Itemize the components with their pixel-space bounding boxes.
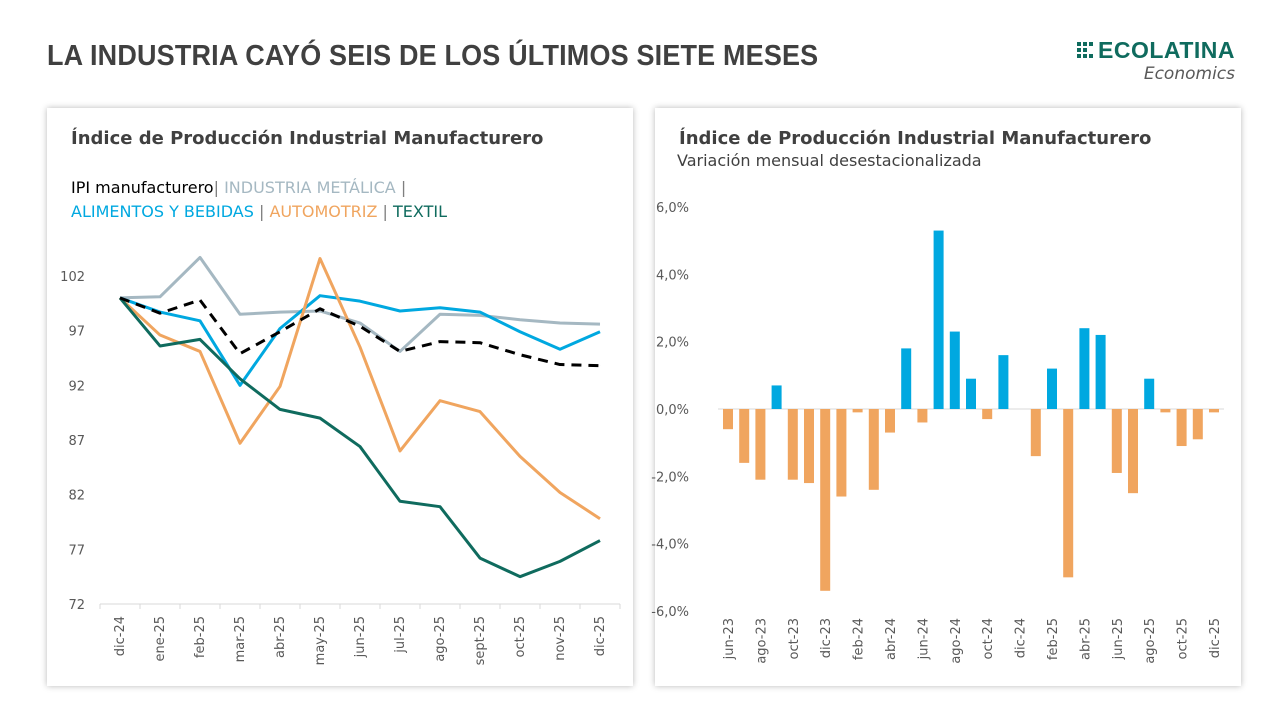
x-tick-label: feb-25 [193, 616, 208, 658]
x-tick-label: feb-24 [852, 618, 867, 660]
bar-ene-25 [1030, 409, 1041, 457]
bar-ago-25 [1144, 378, 1155, 409]
line-series-ipi-manufacturero [119, 296, 601, 368]
y-tick-label: 82 [68, 489, 85, 504]
x-tick-label: mar-25 [233, 616, 248, 662]
legend-separator: | [400, 178, 407, 197]
x-tick-label: jun-25 [353, 616, 368, 658]
y-tick-label: 102 [60, 270, 85, 285]
bar-oct-25 [1176, 409, 1187, 447]
x-tick-label: abr-24 [884, 618, 899, 660]
bar-dic-25 [1209, 409, 1219, 413]
x-tick-label: dic-24 [1014, 618, 1029, 658]
bar-feb-24 [852, 409, 863, 413]
legend-separator: | [258, 202, 265, 221]
y-tick-label: 87 [68, 434, 85, 449]
legend-item-metalica: INDUSTRIA METÁLICA [224, 178, 396, 197]
logo-grid-icon [1077, 42, 1094, 58]
bar-sep-24 [966, 378, 976, 409]
line-series-automotriz [118, 257, 601, 520]
bar-abr-25 [1079, 328, 1090, 409]
x-tick-label: sept-25 [473, 616, 488, 665]
x-tick-label: dic-23 [819, 618, 834, 658]
bar-jul-25 [1128, 409, 1138, 494]
bar-dic-23 [820, 409, 831, 591]
bar-sep-25 [1160, 409, 1171, 413]
y-tick-label: 72 [68, 598, 85, 613]
page-title: LA INDUSTRIA CAYÓ SEIS DE LOS ÚLTIMOS SI… [47, 40, 819, 72]
x-tick-label: oct-25 [1176, 618, 1191, 659]
x-tick-label: may-25 [313, 616, 328, 665]
bar-nov-24 [998, 355, 1009, 409]
bar-jun-24 [917, 409, 928, 423]
line-chart-legend: IPI manufacturero| INDUSTRIA METÁLICA | … [71, 176, 511, 224]
bar-may-25 [1095, 334, 1106, 409]
bar-chart-title: Índice de Producción Industrial Manufact… [679, 128, 1152, 149]
x-tick-label: abr-25 [1078, 618, 1093, 660]
bar-chart-plot: -6,0% -4,0% -2,0% 0,0% 2,0% 4,0% 6,0% jun-23 ago… [651, 201, 1224, 664]
y-tick-label: 77 [68, 543, 85, 558]
y-tick-label: 92 [68, 379, 85, 394]
bar-abr-24 [885, 409, 895, 433]
x-tick-label: ene-25 [153, 616, 168, 661]
ecolatina-logo: ECOLATINA Economics [1077, 38, 1235, 85]
x-tick-label: dic-25 [1208, 618, 1223, 658]
logo-subtitle: Economics [1143, 64, 1235, 84]
y-tick-label: 4,0% [656, 268, 689, 283]
bar-ene-24 [836, 409, 847, 497]
y-tick-label: -6,0% [651, 605, 689, 620]
bar-mar-24 [868, 409, 879, 490]
y-tick-label: -4,0% [651, 538, 689, 553]
x-tick-label: ago-23 [754, 618, 769, 664]
x-tick-label: ago-25 [433, 616, 448, 662]
line-chart-card: Índice de Producción Industrial Manufact… [47, 108, 633, 686]
bar-jul-23 [739, 409, 750, 463]
bar-nov-23 [804, 409, 814, 484]
x-tick-label: dic-24 [113, 616, 128, 656]
legend-item-textil: TEXTIL [393, 202, 447, 221]
bar-jun-25 [1111, 409, 1122, 473]
line-series-textil [118, 296, 601, 579]
x-tick-label: jun-23 [722, 618, 737, 660]
x-tick-label: jun-24 [916, 618, 931, 660]
x-tick-label: nov-25 [553, 616, 568, 661]
bar-mar-25 [1063, 409, 1074, 578]
x-tick-label: jun-25 [1111, 618, 1126, 660]
logo-name: ECOLATINA [1098, 37, 1235, 63]
x-tick-label: oct-25 [513, 616, 528, 657]
y-tick-label: 2,0% [656, 336, 689, 351]
y-tick-label: 0,0% [656, 403, 689, 418]
x-tick-label: oct-24 [981, 618, 996, 659]
x-tick-label: jul-25 [393, 616, 408, 654]
bar-jun-23 [723, 409, 733, 430]
legend-item-automotriz: AUTOMOTRIZ [269, 202, 378, 221]
bar-ago-23 [755, 409, 766, 480]
bar-chart-card: Índice de Producción Industrial Manufact… [651, 108, 1241, 686]
legend-item-alimentos: ALIMENTOS Y BEBIDAS [71, 202, 254, 221]
x-tick-label: abr-25 [273, 616, 288, 658]
bar-ago-24 [949, 331, 960, 409]
line-chart-plot: 72 77 82 87 92 97 102 dic-24 ene-25 feb-25 mar-25 a… [60, 255, 621, 665]
x-tick-label: ago-24 [949, 618, 964, 664]
bar-may-24 [901, 348, 912, 409]
legend-separator: | [382, 202, 388, 221]
y-tick-label: 97 [68, 325, 85, 340]
bar-nov-25 [1192, 409, 1203, 440]
bar-chart-subtitle: Variación mensual desestacionalizada [677, 151, 982, 170]
bar-sep-23 [771, 385, 782, 409]
y-tick-label: -2,0% [651, 470, 689, 485]
bar-jul-24 [933, 230, 944, 409]
bar-feb-25 [1047, 368, 1057, 409]
legend-item-ipi: IPI manufacturero [71, 178, 214, 197]
bar-oct-24 [982, 409, 993, 420]
x-tick-label: oct-23 [787, 618, 802, 659]
legend-separator: | [213, 178, 219, 197]
x-tick-label: ago-25 [1143, 618, 1158, 664]
x-tick-label: feb-25 [1046, 618, 1061, 660]
x-tick-label: dic-25 [593, 616, 608, 656]
line-series-industria-met-lica [119, 255, 601, 353]
bar-oct-23 [787, 409, 798, 480]
line-chart-title: Índice de Producción Industrial Manufact… [71, 128, 544, 149]
y-tick-label: 6,0% [656, 201, 689, 216]
